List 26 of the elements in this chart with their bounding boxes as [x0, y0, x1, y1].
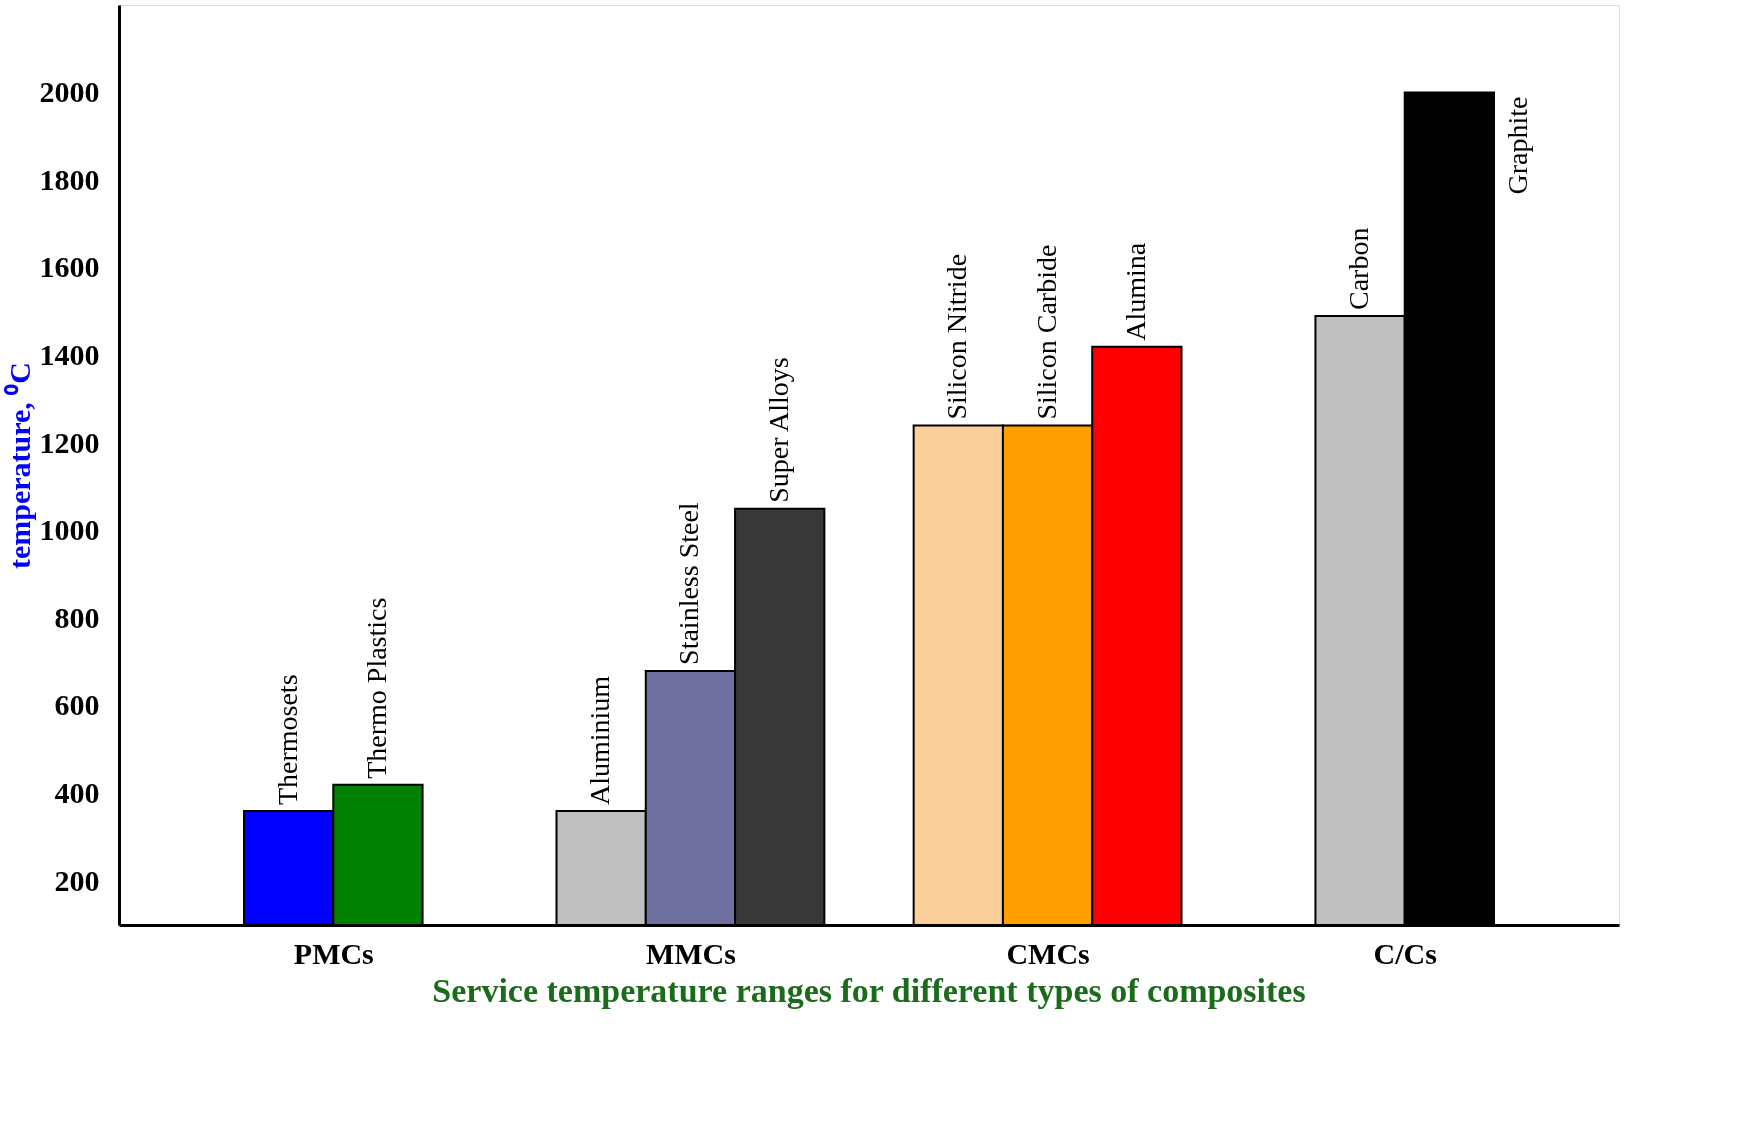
data-label: Carbon [1343, 227, 1375, 311]
data-label: Thermosets [271, 674, 303, 806]
data-label: Aluminium [584, 675, 616, 806]
x-tick-label: C/Cs [1373, 936, 1437, 970]
data-label: Silicon Carbide [1030, 244, 1062, 420]
data-label: Alumina [1119, 242, 1151, 341]
y-tick-label: 2000 [39, 75, 100, 109]
x-tick-label: PMCs [293, 936, 374, 970]
x-tick-label: MMCs [645, 936, 736, 970]
y-tick-label: 600 [54, 688, 100, 722]
y-tick-label: 200 [54, 863, 100, 897]
y-tick-label: 1000 [39, 513, 100, 547]
y-tick-label: 400 [54, 776, 100, 810]
data-label: Silicon Nitride [941, 253, 973, 420]
y-tick-label: 1600 [39, 250, 100, 284]
text: Service temperature ranges for different types of composites [432, 972, 1306, 1009]
y-tick-label: 1200 [39, 425, 100, 459]
x-tick-label: CMCs [1006, 936, 1090, 970]
data-label: Thermo Plastics [360, 597, 392, 779]
data-label: Graphite [1501, 96, 1533, 195]
y-tick-label: 1400 [39, 337, 100, 371]
data-label: Stainless Steel [673, 502, 705, 665]
y-axis-title: temperature, ⁰C [2, 361, 36, 570]
y-tick-label: 1800 [39, 162, 100, 196]
data-label: Super Alloys [762, 357, 794, 503]
y-tick-label: 800 [54, 600, 100, 634]
